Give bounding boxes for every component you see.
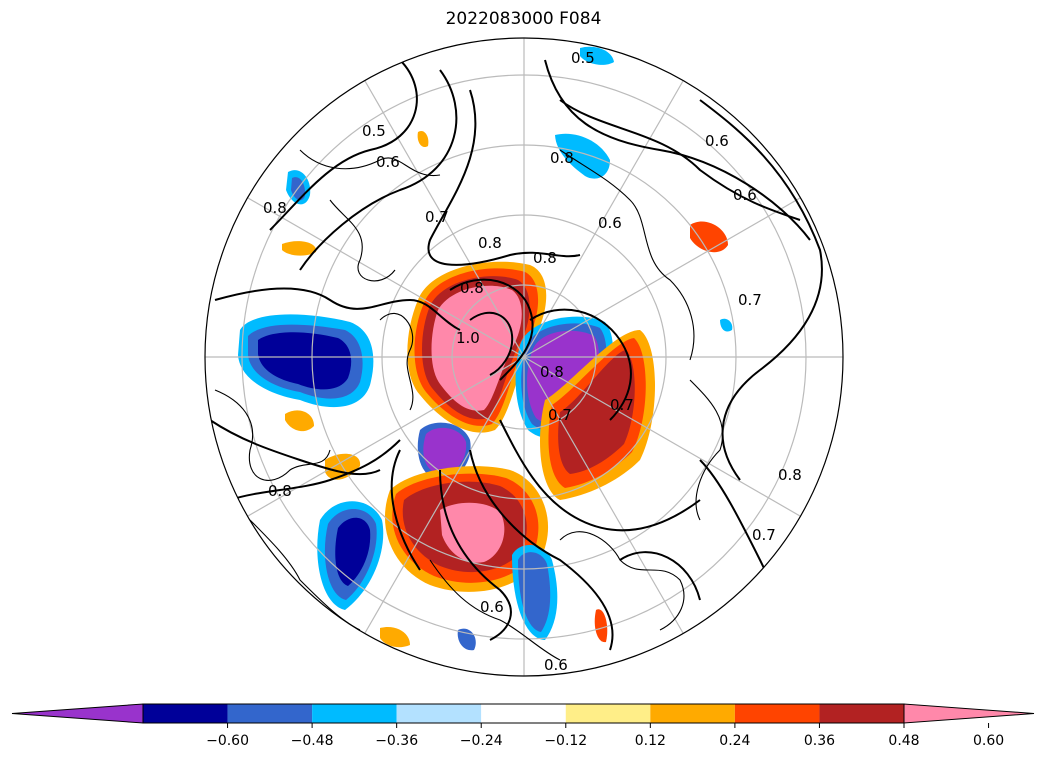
contour-label: 0.6 <box>705 132 729 150</box>
anomaly-shading <box>238 46 733 651</box>
colorbar-tick-label: −0.60 <box>206 733 249 749</box>
contour-label: 0.8 <box>533 249 557 267</box>
colorbar-tick-label: 0.60 <box>973 733 1004 749</box>
contour-label: 0.7 <box>752 526 776 544</box>
colorbar-tick-label: −0.36 <box>375 733 418 749</box>
contour-label: 0.8 <box>550 149 574 167</box>
colorbar-tick-label: 0.36 <box>804 733 835 749</box>
contour-label: 0.7 <box>738 291 762 309</box>
colorbar-segment <box>734 704 820 723</box>
colorbar-extend-high <box>903 703 1035 724</box>
contour-label: 0.6 <box>733 186 757 204</box>
colorbar-segment <box>819 704 904 723</box>
colorbar-tick-label: 0.24 <box>719 733 750 749</box>
contour-label: 0.7 <box>548 406 572 424</box>
colorbar-segments <box>11 703 1035 724</box>
colorbar: −0.60 −0.48 −0.36 −0.24 −0.12 0.12 0.24 0.36 0.4… <box>11 703 1035 749</box>
contour-label: 0.8 <box>268 482 292 500</box>
contour-label: 0.8 <box>540 363 564 381</box>
colorbar-tick-label: 0.12 <box>635 733 666 749</box>
contour-label: 0.7 <box>610 396 634 414</box>
colorbar-segment <box>565 704 651 723</box>
contour-label: 0.8 <box>478 234 502 252</box>
contour-label: 0.6 <box>598 214 622 232</box>
colorbar-tick-label: −0.48 <box>291 733 334 749</box>
colorbar-segment <box>143 704 228 723</box>
polar-map: 0.5 0.5 0.6 0.6 0.6 0.6 0.7 0.7 0.7 0.7 … <box>204 37 844 677</box>
map-boundary <box>204 37 844 677</box>
colorbar-segment <box>227 704 313 723</box>
colorbar-ticks: −0.60 −0.48 −0.36 −0.24 −0.12 0.12 0.24 0.36 0.4… <box>206 723 1004 749</box>
colorbar-segment <box>396 704 482 723</box>
colorbar-segment <box>312 704 397 723</box>
contour-label: 0.6 <box>544 656 568 674</box>
contour-label-group: 0.5 0.5 0.6 0.6 0.6 0.6 0.7 0.7 0.7 0.7 … <box>263 49 802 674</box>
colorbar-tick-label: −0.24 <box>460 733 503 749</box>
colorbar-tick-label: −0.12 <box>544 733 587 749</box>
contour-label: 0.6 <box>376 153 400 171</box>
contour-label: 1.0 <box>456 329 480 347</box>
contour-label: 0.8 <box>263 199 287 217</box>
contour-label: 0.5 <box>571 49 595 67</box>
colorbar-tick-label: 0.48 <box>888 733 919 749</box>
colorbar-segment <box>650 704 735 723</box>
colorbar-extend-low <box>11 703 144 724</box>
graticule <box>205 38 843 676</box>
contour-label: 0.7 <box>425 208 449 226</box>
contour-label: 0.6 <box>480 598 504 616</box>
contour-label: 0.8 <box>778 466 802 484</box>
contour-label: 0.5 <box>362 122 386 140</box>
contour-lines <box>209 59 823 661</box>
colorbar-segment <box>481 704 566 723</box>
colorbar-frame <box>142 703 905 724</box>
plot-title: 2022083000 F084 <box>445 9 602 29</box>
contour-label: 0.8 <box>460 279 484 297</box>
